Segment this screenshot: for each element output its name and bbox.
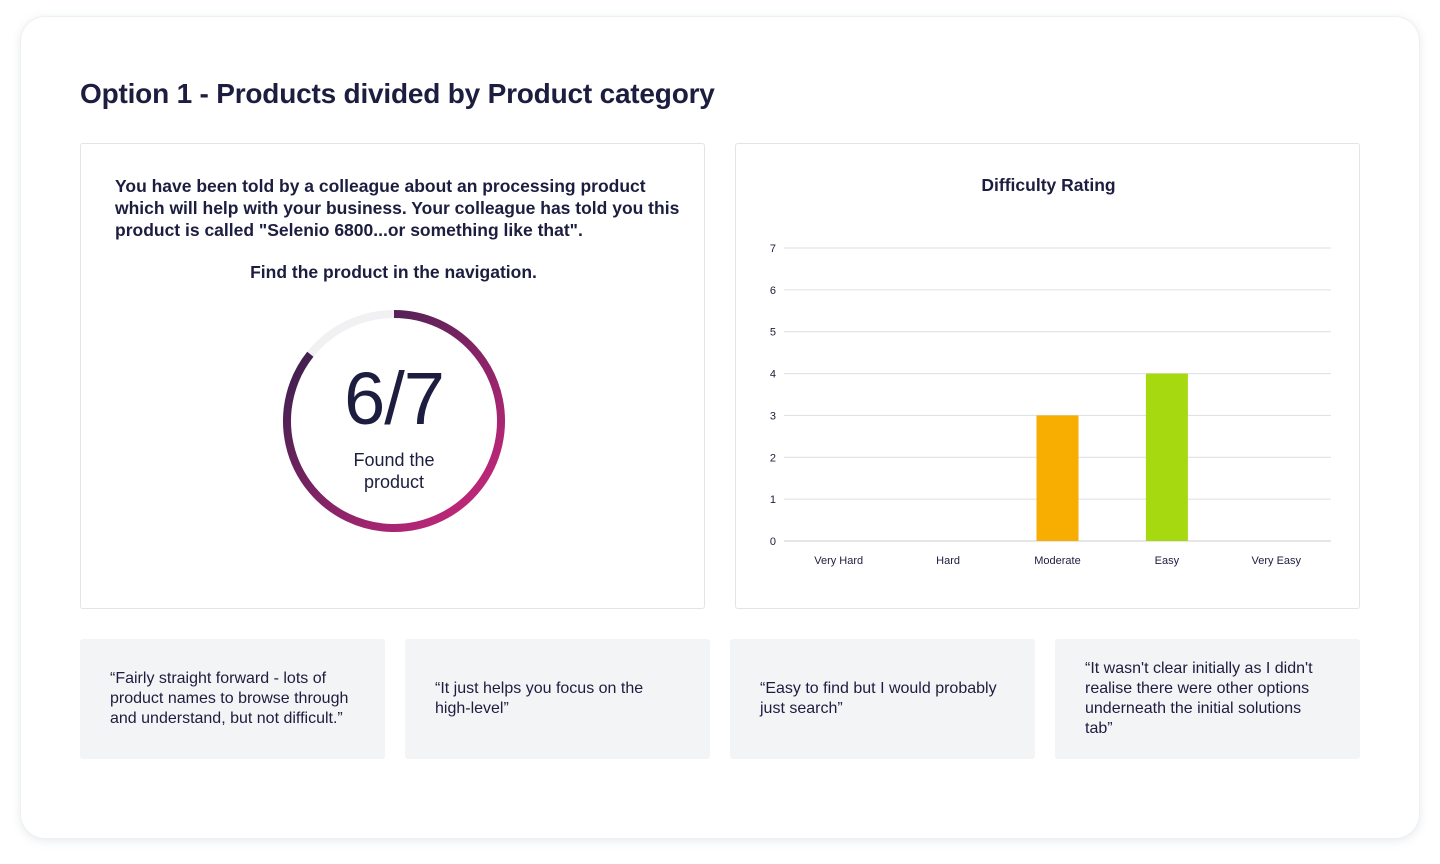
bar-easy bbox=[1145, 373, 1188, 541]
y-tick-label: 3 bbox=[770, 410, 776, 422]
y-tick-label: 7 bbox=[770, 243, 776, 255]
task-instruction: Find the product in the navigation. bbox=[250, 262, 537, 282]
y-tick-label: 0 bbox=[770, 536, 776, 548]
y-tick-label: 4 bbox=[770, 369, 776, 381]
success-donut: 6/7 Found the product bbox=[280, 307, 508, 535]
task-description: You have been told by a colleague about … bbox=[115, 176, 680, 240]
difficulty-chart-card: Difficulty Rating 0 1 2 3 4 5 6 7 Very Hard Hard M… bbox=[735, 143, 1360, 609]
donut-graphic bbox=[283, 310, 505, 532]
quote-card: “It just helps you focus on the high-lev… bbox=[405, 639, 710, 759]
task-card: You have been told by a colleague about … bbox=[80, 143, 705, 609]
bar-moderate bbox=[1036, 415, 1079, 541]
y-tick-label: 1 bbox=[770, 494, 776, 506]
difficulty-bar-chart: 0 1 2 3 4 5 6 7 Very Hard Hard Moderate Easy Very Ea… bbox=[770, 243, 1331, 567]
quote-text: “Easy to find but I would probably just … bbox=[760, 680, 997, 717]
quote-text: “It wasn't clear initially as I didn't r… bbox=[1085, 660, 1313, 737]
score-caption: Found the product bbox=[353, 450, 435, 492]
x-category-label: Moderate bbox=[1034, 555, 1080, 567]
quote-card: “It wasn't clear initially as I didn't r… bbox=[1055, 639, 1360, 759]
donut-progress-arc bbox=[283, 310, 505, 532]
quote-card: “Easy to find but I would probably just … bbox=[730, 639, 1035, 759]
quote-text: “It just helps you focus on the high-lev… bbox=[435, 680, 644, 717]
x-category-label: Hard bbox=[936, 555, 960, 567]
page-title: Option 1 - Products divided by Product c… bbox=[80, 78, 715, 109]
y-tick-label: 5 bbox=[770, 327, 776, 339]
x-category-label: Very Easy bbox=[1252, 555, 1302, 567]
score-value: 6/7 bbox=[344, 357, 445, 440]
y-tick-label: 6 bbox=[770, 285, 776, 297]
x-category-label: Very Hard bbox=[814, 555, 863, 567]
y-tick-label: 2 bbox=[770, 452, 776, 464]
chart-title: Difficulty Rating bbox=[981, 175, 1116, 195]
x-category-label: Easy bbox=[1155, 555, 1180, 567]
quote-text: “Fairly straight forward - lots of produ… bbox=[110, 670, 349, 727]
quote-card: “Fairly straight forward - lots of produ… bbox=[80, 639, 385, 759]
